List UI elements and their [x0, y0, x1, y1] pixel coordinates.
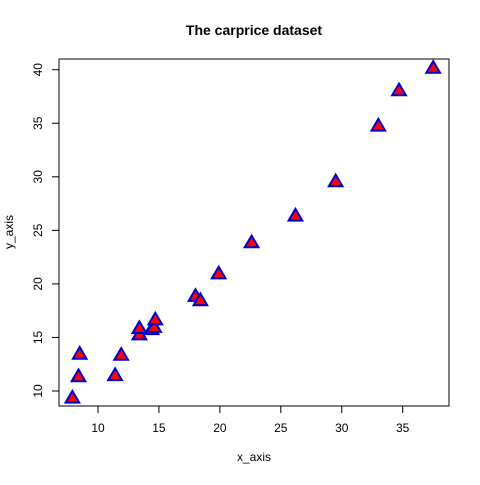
- x-tick-label: 25: [274, 421, 288, 435]
- data-point-triangle: [390, 81, 408, 97]
- y-axis-label: y_axis: [2, 215, 16, 249]
- x-tick-label: 20: [213, 421, 227, 435]
- x-axis-label: x_axis: [237, 450, 271, 464]
- data-point-triangle: [191, 291, 209, 307]
- data-point-triangle: [146, 310, 164, 326]
- y-tick-label: 40: [31, 63, 45, 77]
- data-point-triangle: [63, 388, 81, 404]
- y-tick-label: 10: [31, 384, 45, 398]
- data-point-triangle: [71, 345, 89, 360]
- data-point-triangle: [210, 264, 228, 280]
- x-tick-label: 35: [396, 421, 410, 435]
- x-tick-label: 30: [335, 421, 349, 435]
- chart-title: The carprice dataset: [186, 22, 323, 38]
- data-point-triangle: [424, 59, 442, 74]
- data-point-triangle: [369, 116, 387, 132]
- y-tick-label: 20: [31, 277, 45, 291]
- y-tick-label: 30: [31, 170, 45, 184]
- x-tick-label: 15: [152, 421, 166, 435]
- y-tick-label: 25: [31, 223, 45, 237]
- data-points: [63, 59, 442, 404]
- data-point-triangle: [242, 233, 261, 249]
- data-point-triangle: [286, 206, 305, 222]
- y-tick-label: 35: [31, 116, 45, 130]
- data-point-triangle: [69, 367, 88, 383]
- x-tick-label: 10: [91, 421, 105, 435]
- y-axis: 10 15 20 25 30 35 40: [31, 63, 60, 398]
- data-point-triangle: [130, 319, 149, 334]
- x-axis: 10 15 20 25 30 35: [91, 405, 410, 435]
- data-point-triangle: [145, 318, 163, 333]
- data-point-triangle: [327, 172, 345, 188]
- y-tick-label: 15: [31, 330, 45, 344]
- data-point-triangle: [112, 346, 130, 361]
- data-point-triangle: [106, 366, 124, 382]
